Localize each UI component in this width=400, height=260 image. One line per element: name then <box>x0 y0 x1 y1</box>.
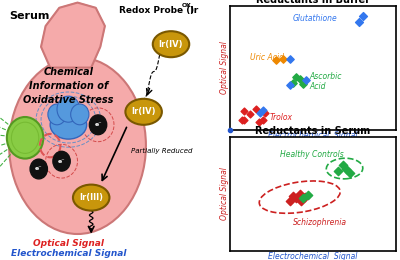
Point <box>346 171 353 175</box>
Point <box>300 196 306 200</box>
X-axis label: Electrochemical  Signal: Electrochemical Signal <box>268 131 358 140</box>
Point <box>260 108 266 112</box>
Text: Healthy Controls: Healthy Controls <box>280 150 344 159</box>
Text: Ir(IV): Ir(IV) <box>159 40 183 49</box>
Text: e⁻: e⁻ <box>35 166 42 172</box>
Text: Redox Probe (Ir: Redox Probe (Ir <box>118 6 198 15</box>
Point <box>290 81 296 85</box>
Text: OX: OX <box>181 3 191 8</box>
Text: Optical Signal: Optical Signal <box>33 239 104 248</box>
Point <box>302 195 308 199</box>
Text: Ir(III): Ir(III) <box>79 193 103 202</box>
Point <box>253 107 259 111</box>
Point <box>241 118 247 122</box>
Point <box>293 196 300 200</box>
Point <box>290 194 296 198</box>
Point <box>293 74 300 79</box>
Ellipse shape <box>50 110 87 139</box>
Circle shape <box>30 159 48 179</box>
Ellipse shape <box>9 57 146 234</box>
Text: Glutathione: Glutathione <box>293 14 338 23</box>
Point <box>360 14 366 18</box>
Ellipse shape <box>73 185 110 211</box>
Title: Reductants in Buffer: Reductants in Buffer <box>256 0 370 5</box>
Point <box>343 166 350 171</box>
Point <box>280 57 286 61</box>
Title: Reductants in Serum: Reductants in Serum <box>255 126 371 136</box>
Text: Uric Acid: Uric Acid <box>250 53 284 62</box>
Y-axis label: Optical Signal: Optical Signal <box>220 167 229 220</box>
Circle shape <box>57 96 80 122</box>
Ellipse shape <box>153 31 189 57</box>
Point <box>262 111 268 115</box>
Point <box>286 83 293 87</box>
Point <box>286 57 293 61</box>
Point <box>247 112 253 116</box>
Text: e⁻: e⁻ <box>94 122 102 127</box>
Point <box>273 58 280 62</box>
Text: e⁻: e⁻ <box>58 159 65 164</box>
Circle shape <box>71 104 89 125</box>
Point <box>335 169 341 173</box>
Text: Chemical
Information of
Oxidative Stress: Chemical Information of Oxidative Stress <box>23 67 114 105</box>
Ellipse shape <box>126 99 162 125</box>
Circle shape <box>89 115 107 135</box>
Text: Electrochemical Signal: Electrochemical Signal <box>11 249 126 258</box>
Point <box>286 198 293 203</box>
Text: Serum: Serum <box>9 11 50 21</box>
Point <box>257 110 263 115</box>
Point <box>303 78 310 82</box>
Text: Ascorbic
Acid: Ascorbic Acid <box>310 72 342 91</box>
Point <box>296 192 303 196</box>
Point <box>300 82 306 86</box>
Point <box>298 198 304 203</box>
Point <box>260 118 266 122</box>
Circle shape <box>48 104 66 125</box>
Point <box>340 163 346 167</box>
Point <box>296 77 303 81</box>
Y-axis label: Optical Signal: Optical Signal <box>220 41 229 94</box>
Text: Schizophrenia: Schizophrenia <box>293 218 347 227</box>
X-axis label: Electrochemical  Signal: Electrochemical Signal <box>268 252 358 260</box>
Text: Partially Reduced: Partially Reduced <box>131 148 192 154</box>
Text: ): ) <box>189 6 193 15</box>
Circle shape <box>53 151 70 171</box>
Circle shape <box>7 117 43 159</box>
Point <box>256 120 263 124</box>
Point <box>241 109 247 113</box>
Point <box>356 20 363 24</box>
Polygon shape <box>41 3 105 68</box>
Text: Ir(IV): Ir(IV) <box>131 107 156 116</box>
Point <box>238 118 245 122</box>
Text: Trolox: Trolox <box>270 113 293 122</box>
Point <box>305 193 311 197</box>
